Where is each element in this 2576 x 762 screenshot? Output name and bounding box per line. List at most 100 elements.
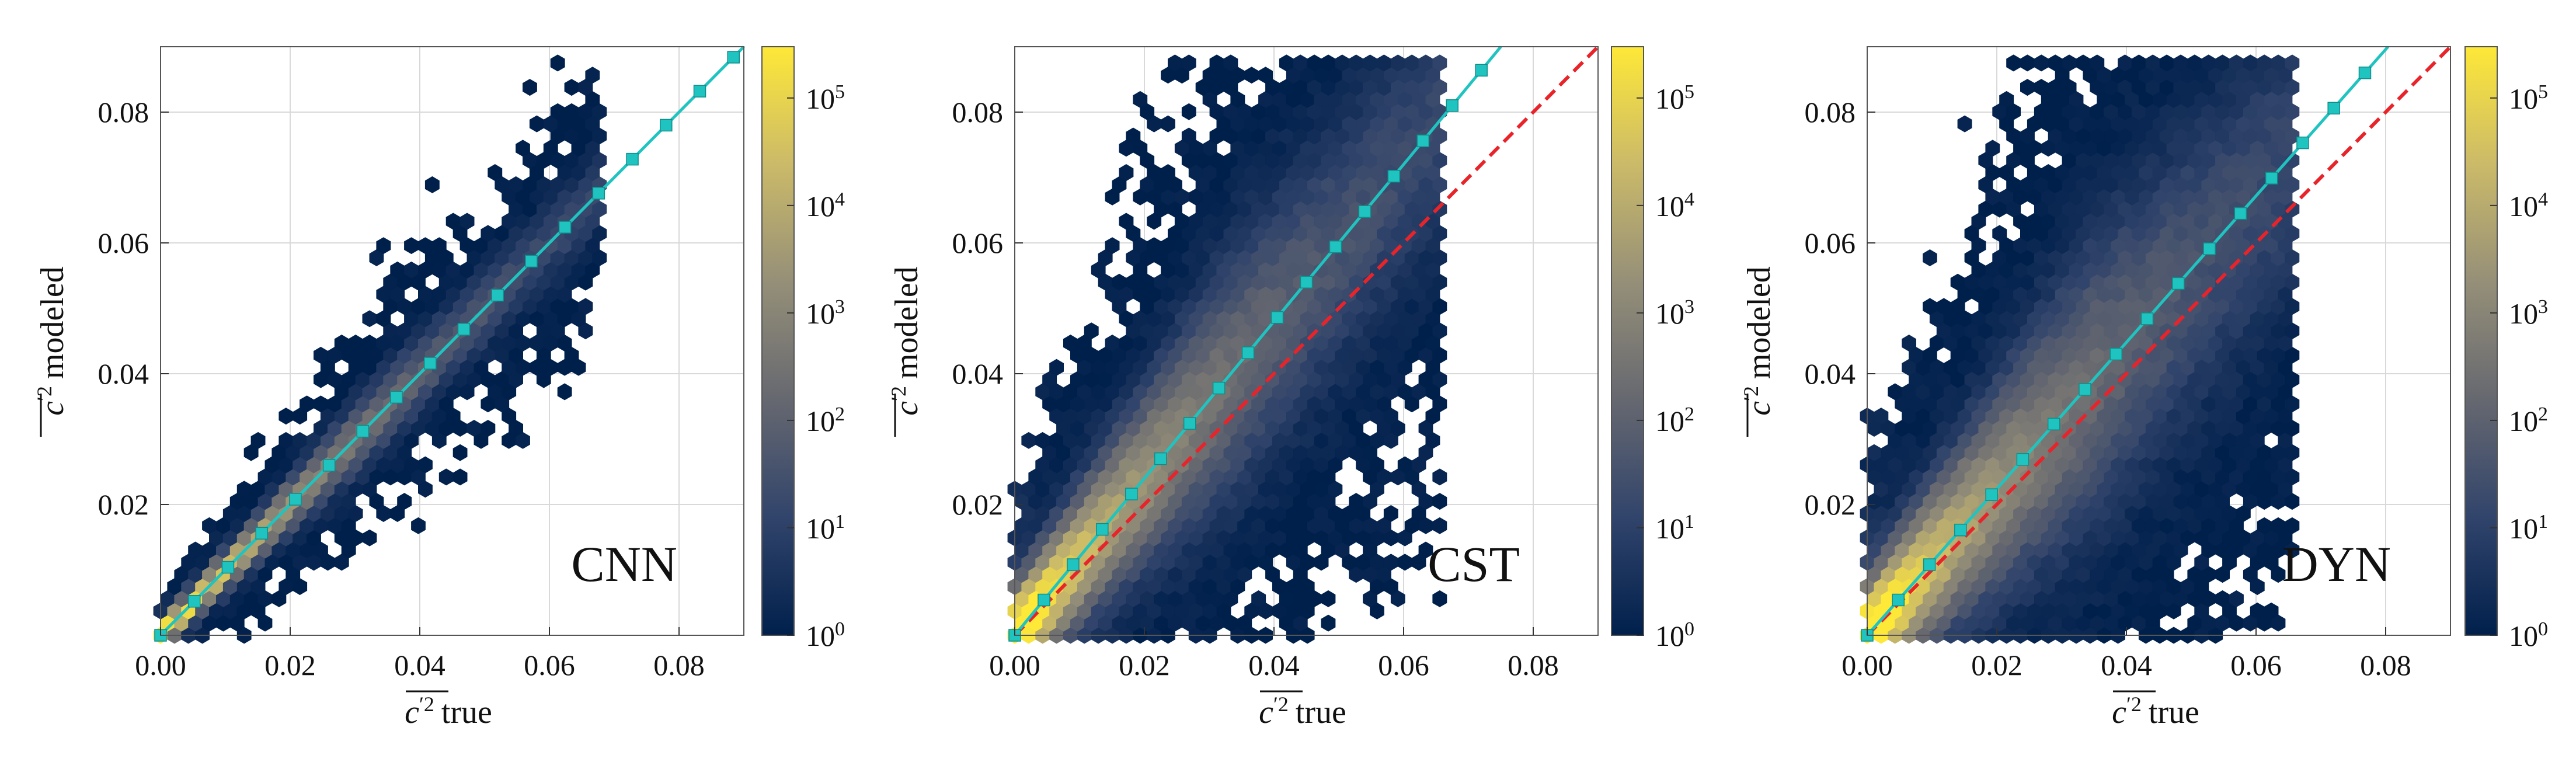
hexbin-cell [362,529,377,547]
hexbin-cell [1383,505,1398,522]
colorbar-tick-label: 102 [1655,403,1694,437]
hexbin-cell [1992,225,2007,242]
x-tick-label: 0.04 [394,649,445,681]
fit-marker [592,187,605,200]
fit-marker [1212,381,1226,395]
axis-ticks: 0.00 0.02 0.04 0.06 0.08 0.02 0.04 0.06 0.08 [1805,96,2411,681]
x-tick-label: 0.04 [2101,649,2152,681]
axis-ticks: 0.00 0.02 0.04 0.06 0.08 0.02 0.04 0.06 0.08 [952,96,1559,681]
y-axis-label: c′2 modeled [1739,266,1777,416]
colorbar-tick-label: 101 [2509,510,2548,545]
hexbin-cell [411,517,426,534]
fit-marker [1154,452,1167,465]
panel-label: CST [1428,536,1520,592]
hexbin-cell [1432,468,1447,486]
colorbar-tick-label: 100 [806,618,845,653]
hexbin-cell [2229,590,2244,607]
fit-marker [1954,523,1967,537]
fit-marker [1475,64,1488,77]
x-exponent: ′2 [419,693,434,716]
x-symbol: c [2112,694,2126,730]
x-tick-label: 0.06 [524,649,575,681]
fit-marker [1241,346,1255,359]
colorbar-tick-label: 105 [2509,81,2548,115]
y-tick-label: 0.04 [98,357,149,390]
fit-marker [1892,593,1905,607]
y-tick-label: 0.04 [952,357,1004,390]
x-tick-label: 0.08 [1508,649,1559,681]
hexbin-cell [1084,322,1099,340]
y-symbol: c [1741,401,1777,416]
colorbar-ticks: 100 101 102 103 104 105 [787,81,845,652]
colorbar-tick-label: 104 [1655,188,1694,222]
hexbin-cell [1999,91,2014,108]
hexbin-cell [1161,115,1175,133]
hexbin-cell [1432,517,1447,534]
fit-marker [187,595,201,608]
hexbin-cell [1119,213,1134,230]
fit-marker [1358,205,1371,218]
x-label-word: true [2149,694,2199,730]
colorbar-tick-label: 103 [806,295,845,330]
y-tick-label: 0.08 [1805,96,1856,128]
y-symbol: c [34,401,71,416]
hexbin-cell [1321,614,1336,632]
fit-marker [660,119,673,132]
fit-marker [1923,558,1936,571]
fit-marker [1096,523,1109,536]
fit-marker [1329,240,1342,253]
fit-marker [289,493,302,506]
hexbin-cell [418,456,433,474]
hexbin-cell [1181,127,1196,145]
y-tick-label: 0.04 [1805,357,1856,390]
fit-marker [2265,172,2278,185]
panel-label: DYN [2282,536,2391,592]
plot-frame [1867,46,2451,636]
x-symbol: c [405,694,419,730]
y-exponent: ′2 [1739,386,1763,401]
hexbin-cell [1126,127,1141,145]
hexbin-cell [1957,115,1972,133]
fit-marker [2047,417,2060,430]
colorbar-frame [2464,46,2498,636]
colorbar-tick-label: 105 [806,81,845,115]
fit-marker [2358,67,2372,79]
fit-marker [2296,136,2309,149]
fit-marker [1270,311,1284,324]
hexbin-cell [1133,91,1148,108]
fit-marker [356,425,370,438]
hexbin-cell [1251,590,1266,607]
fit-marker [491,288,504,302]
y-tick-label: 0.02 [1805,488,1856,521]
hexbin-cell [1432,54,1447,72]
plot-frame [1014,46,1599,636]
colorbar-gradient [762,47,794,635]
fit-marker [693,85,706,98]
x-symbol: c [1259,694,1273,730]
hexbin-cell [376,237,391,255]
x-label-word: true [1296,694,1346,730]
hexbin-cell [424,176,440,193]
hexbin-cells [1007,54,1447,644]
y-axis-label: c′2 modeled [887,266,925,416]
fit-marker [2109,347,2122,361]
x-axis-label: c′2 true [2112,693,2199,730]
x-tick-label: 0.00 [1842,649,1893,681]
hexbin-cell [1105,237,1120,255]
x-exponent: ′2 [2126,693,2142,716]
hexbin-cell [431,237,447,255]
colorbar-gradient [2465,47,2497,635]
fit-marker [626,152,639,166]
colorbar: 100 101 102 103 104 105 [1611,46,1694,652]
hexbin-cell [1049,359,1064,376]
colorbar-gradient [1611,47,1644,635]
fit-marker [525,255,538,268]
hexbin-cell [459,213,475,230]
hexbin-cells [1860,54,2300,644]
fit-marker [1125,488,1138,500]
hexbin-cell [1923,249,1937,266]
y-label-word: modeled [1741,266,1777,379]
x-tick-label: 0.02 [1971,649,2022,681]
fit-marker [1067,558,1080,571]
